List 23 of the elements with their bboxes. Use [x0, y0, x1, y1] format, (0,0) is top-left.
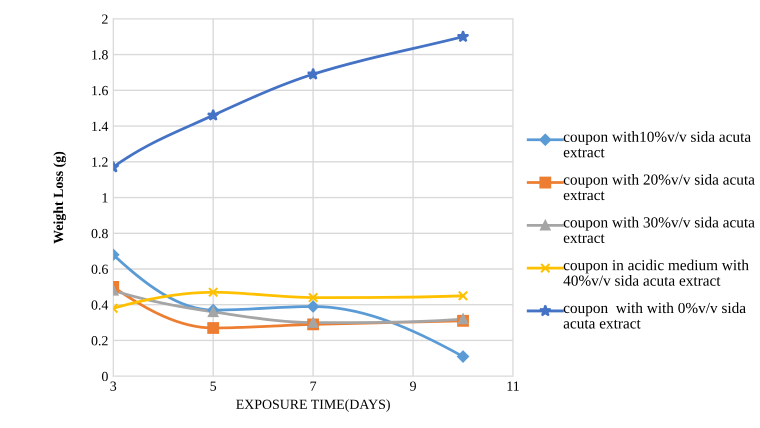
legend-label: coupon with 30%v/v sida acuta extract [564, 216, 755, 243]
x-tick-label: 3 [110, 382, 116, 391]
legend-label: coupon with 20%v/v sida acuta extract [564, 174, 755, 200]
y-tick-label: 0.4 [92, 300, 108, 310]
legend-label: coupon in acidic medium with 40%v/v sida acuta extract [563, 260, 749, 286]
y-tick-label: 0 [102, 372, 108, 382]
y-tick-label: 0.2 [92, 336, 108, 346]
y-tick-label: 1 [102, 193, 108, 202]
y-axis-title: Weight Loss (g) [53, 152, 66, 244]
legend-label: coupon with10%v/v sida acuta extract [564, 131, 751, 158]
y-tick-label: 0.8 [92, 228, 108, 238]
x-tick-label: 7 [310, 382, 316, 391]
x-axis-title: EXPOSURE TIME(DAYS) [236, 399, 390, 412]
y-tick-label: 1.6 [92, 86, 108, 96]
y-tick-label: 0.6 [92, 264, 108, 274]
legend-label: coupon with with 0%v/v sida acuta extract [564, 302, 746, 329]
x-tick-label: 5 [210, 382, 216, 391]
y-tick-label: 1.8 [92, 50, 108, 60]
y-tick-label: 1.2 [92, 157, 108, 167]
y-tick-label: 2 [102, 14, 108, 24]
y-tick-label: 1.4 [92, 122, 108, 132]
x-tick-label: 9 [410, 382, 416, 391]
x-tick-label: 11 [508, 382, 519, 391]
